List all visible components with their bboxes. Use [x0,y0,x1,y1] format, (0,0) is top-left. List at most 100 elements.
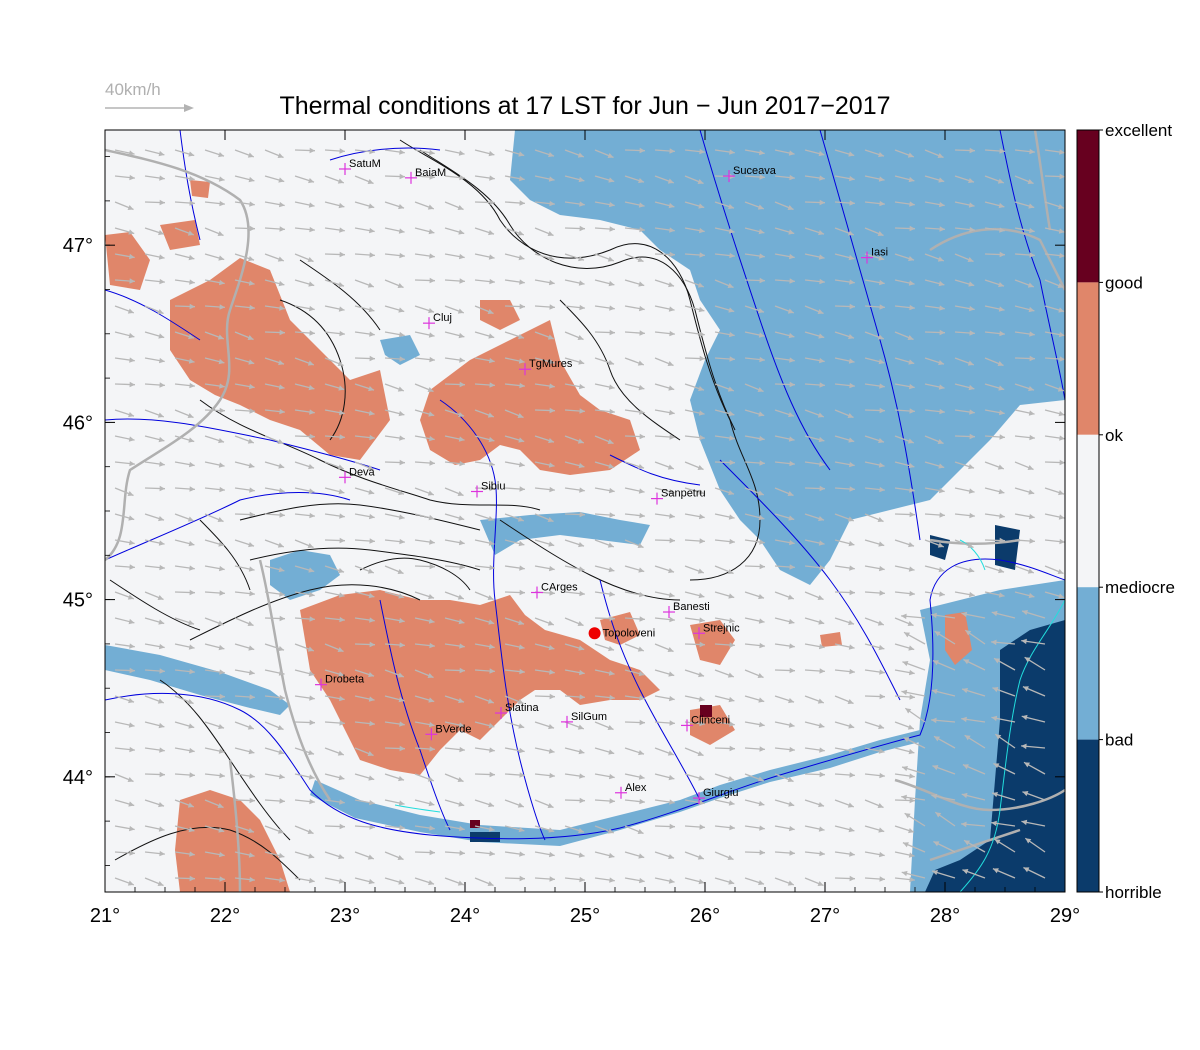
wind-arrow [931,793,956,801]
wind-arrow [534,279,555,286]
wind-arrow [384,669,405,678]
wind-arrow [414,669,434,679]
wind-arrow [894,694,915,700]
wind-arrow [204,331,225,340]
wind-arrow [804,278,825,285]
wind-arrow [961,792,986,801]
wind-arrow [414,383,434,393]
wind-arrow [144,539,165,546]
wind-arrow [234,383,255,390]
wind-arrow [954,409,975,415]
wind-arrow [474,513,495,522]
wind-arrow [804,539,825,546]
wind-arrow [234,694,255,700]
wind-arrow [954,461,975,470]
wind-arrow [534,331,555,340]
wind-arrow [1044,201,1065,210]
wind-arrow [204,643,225,651]
wind-arrow [864,227,884,237]
wind-arrow [714,331,735,338]
wind-arrow [931,717,956,724]
wind-arrow [264,149,284,159]
wind-arrow [354,824,375,830]
wind-arrow [744,773,765,782]
wind-arrow [894,539,915,548]
wind-arrow [834,589,856,596]
wind-arrow [474,539,495,546]
wind-arrow [144,668,165,674]
wind-arrow [264,615,286,622]
station-iasi: Iasi [861,247,888,264]
wind-arrow [774,667,796,674]
wind-arrow [654,669,675,677]
wind-arrow [714,617,735,624]
wind-arrow [984,383,1005,391]
x-tick-label: 21° [90,905,120,927]
wind-arrow [414,825,435,831]
wind-arrow [414,253,435,259]
station-label: Clinceni [691,714,730,726]
station-label: TgMures [529,358,573,370]
y-tick-label: 47° [63,235,93,257]
wind-arrow [294,357,315,366]
wind-arrow [474,357,495,364]
wind-arrow [774,773,794,783]
wind-arrow [984,227,1005,233]
wind-arrow [984,330,1005,337]
wind-arrow [354,279,375,288]
wind-arrow [354,851,375,860]
wind-arrow [564,851,585,858]
wind-arrow [114,357,135,363]
wind-arrow [564,876,585,883]
wind-arrow [864,693,886,700]
wind-arrow [324,227,345,233]
wind-arrow [1014,252,1035,258]
wind-arrow [654,148,675,154]
wind-arrow [684,591,705,599]
wind-arrow [114,539,135,546]
wind-arrow [624,175,645,184]
wind-arrow [624,512,645,519]
wind-arrow [594,565,615,573]
wind-arrow [1023,761,1046,775]
wind-arrow [384,305,405,313]
wind-arrow [774,487,794,497]
wind-arrow [294,669,315,677]
wind-arrow [354,305,375,313]
wind-arrow [564,721,585,730]
wind-arrow [474,591,494,601]
wind-arrow [894,253,915,262]
wind-arrow [594,512,615,518]
x-tick-label: 23° [330,905,360,927]
wind-arrow [1014,148,1035,155]
wind-arrow [114,253,135,260]
wind-arrow [962,869,986,879]
station-label: BaiaM [415,167,446,179]
wind-arrow [654,851,675,860]
wind-arrow [894,511,916,518]
wind-arrow [444,381,466,388]
wind-arrow [594,694,615,701]
wind-arrow [534,513,554,523]
wind-arrow [234,201,255,207]
wind-arrow [414,277,436,284]
wind-arrow [144,199,166,206]
wind-arrow [961,687,986,697]
wind-arrow [714,201,735,210]
wind-arrow [114,331,135,339]
wind-arrow [684,201,705,209]
wind-arrow [204,435,225,444]
wind-arrow [324,616,345,623]
wind-arrow [384,695,405,703]
wind-arrow [894,357,915,365]
wind-arrow [234,357,255,365]
wind-arrow [234,876,255,883]
wind-arrow [144,435,165,443]
wind-arrow [234,461,255,469]
wind-arrow [834,772,855,778]
wind-arrow [234,617,254,627]
wind-arrow [894,175,915,183]
wind-arrow [834,565,855,571]
wind-arrow [924,591,945,597]
